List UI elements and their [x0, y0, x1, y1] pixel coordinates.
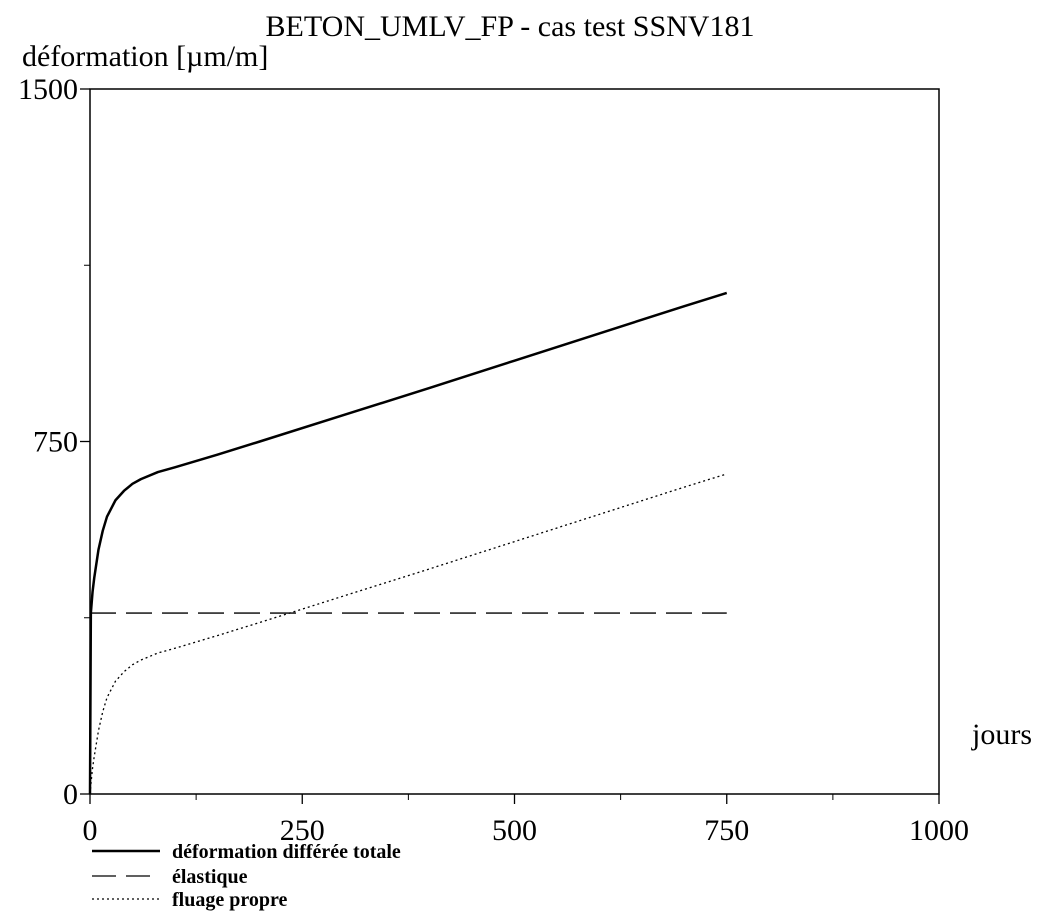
x-tick-label: 0 [83, 814, 98, 847]
plot-frame [89, 88, 940, 795]
series-creep-line [89, 473, 727, 795]
series-total-line [88, 291, 728, 795]
x-tick-label: 1000 [909, 814, 969, 847]
y-tick-label: 750 [33, 426, 78, 459]
x-axis-label: jours [971, 718, 1032, 751]
x-tick-label: 500 [492, 814, 537, 847]
y-tick-label: 0 [63, 778, 78, 811]
x-tick-label: 250 [280, 814, 325, 847]
legend: déformation différée totale élastique fl… [92, 841, 401, 911]
y-axis-label: déformation [µm/m] [22, 40, 268, 73]
tick-labels: 0 250 500 750 1000 0 750 1500 [18, 73, 969, 847]
y-tick-label: 1500 [18, 73, 78, 106]
legend-label-creep: fluage propre [172, 889, 287, 911]
legend-label-total: déformation différée totale [172, 841, 401, 863]
chart-title: BETON_UMLV_FP - cas test SSNV181 [266, 10, 755, 43]
x-tick-label: 750 [704, 814, 749, 847]
legend-label-elastic: élastique [172, 866, 248, 888]
axis-ticks [80, 88, 940, 804]
series-lines [88, 291, 728, 795]
